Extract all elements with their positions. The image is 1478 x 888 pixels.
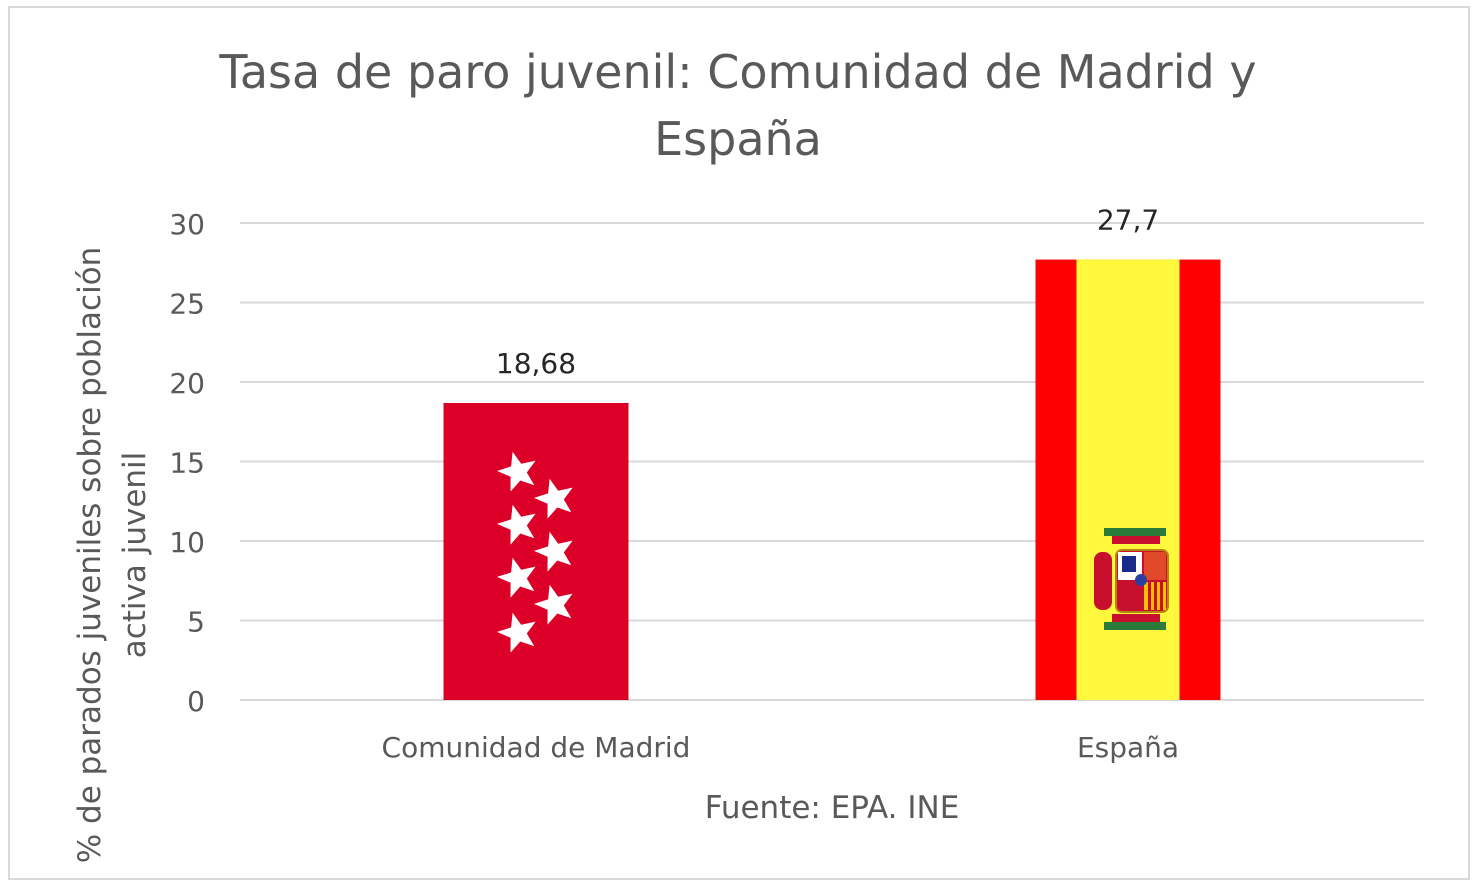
ribbon-top: [1112, 536, 1160, 544]
star-icon: [497, 504, 536, 545]
aragon-stripe: [1148, 582, 1151, 610]
flag-yellow-stripe: [1076, 259, 1180, 700]
chart-frame: [8, 6, 1470, 880]
crown: [1094, 552, 1112, 610]
y-tick-label: 5: [187, 606, 205, 639]
x-axis-label: Fuente: EPA. INE: [705, 790, 960, 826]
x-tick-label: Comunidad de Madrid: [382, 731, 691, 764]
chart-title-line-1: Tasa de paro juvenil: Comunidad de Madri…: [218, 45, 1256, 99]
y-tick-label: 15: [169, 447, 205, 480]
ribbon-bottom: [1112, 614, 1160, 622]
y-axis-label-line-1: % de parados juveniles sobre población: [72, 247, 108, 864]
lion: [1122, 556, 1136, 572]
chart-title-line-2: España: [654, 112, 822, 166]
x-tick-label: España: [1077, 731, 1179, 764]
star-icon: [497, 557, 536, 598]
y-tick-label: 0: [187, 685, 205, 718]
star-icon: [534, 584, 573, 625]
y-tick-label: 10: [169, 526, 205, 559]
y-tick-label: 25: [169, 288, 205, 321]
coat-of-arms-icon: [1094, 528, 1169, 630]
star-icon: [534, 531, 573, 572]
shield-navarra: [1144, 552, 1166, 580]
star-icon: [534, 478, 573, 519]
data-label: 27,7: [1097, 204, 1159, 237]
data-label: 18,68: [496, 347, 576, 380]
escutcheon: [1135, 574, 1147, 586]
aragon-stripe: [1154, 582, 1157, 610]
pillar-top: [1104, 528, 1166, 536]
star-icon: [497, 612, 536, 653]
bar-espana: 27,7 España: [1035, 204, 1221, 764]
y-tick-label: 30: [169, 208, 205, 241]
star-icon: [497, 451, 536, 492]
aragon-stripe: [1160, 582, 1163, 610]
y-axis-label-line-2: activa juvenil: [117, 452, 153, 659]
bar-comunidad-de-madrid: 18,68 Comunidad de Madrid: [382, 347, 691, 764]
pillar-bottom: [1104, 622, 1166, 630]
y-tick-label: 20: [169, 367, 205, 400]
